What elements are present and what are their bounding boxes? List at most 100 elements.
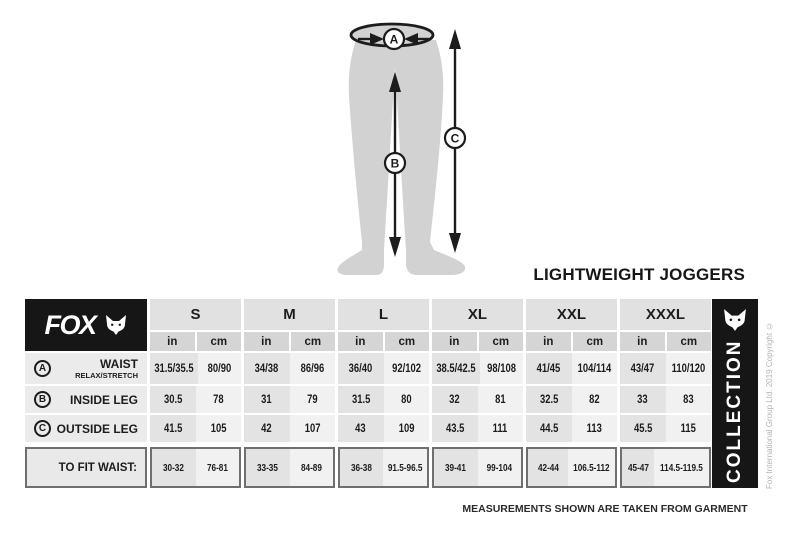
fit-value-cell-cm: 84-89: [289, 449, 333, 486]
value-cell-in: 43: [338, 415, 384, 442]
unit-header-cm: cm: [290, 332, 335, 351]
measurement-rows: A WAIST RELAX/STRETCH 31.5/35.5 80/90 34/38 86…: [25, 353, 711, 442]
value-group: 30.5 78: [150, 386, 241, 413]
value-cell-in: 42: [244, 415, 290, 442]
size-table: FOX S in cm M in cm: [25, 299, 711, 488]
fit-row-label: TO FIT WAIST:: [25, 447, 147, 488]
footnote-text: MEASUREMENTS SHOWN ARE TAKEN FROM GARMEN…: [462, 503, 748, 515]
measurement-row-c: C OUTSIDE LEG 41.5 105 42 107 43 109 43.5 111 44.5…: [25, 415, 711, 442]
size-header: XXXL: [620, 299, 711, 330]
size-column-xxl: XXL in cm: [526, 299, 617, 351]
unit-header-in: in: [432, 332, 477, 351]
size-header: XL: [432, 299, 523, 330]
fit-value-cell-in: 42-44: [528, 449, 569, 486]
value-cell-cm: 107: [289, 415, 335, 442]
size-header-row: FOX S in cm M in cm: [25, 299, 711, 351]
value-cell-in: 32.5: [526, 386, 572, 413]
size-header: L: [338, 299, 429, 330]
row-label-cell: A WAIST RELAX/STRETCH: [25, 353, 147, 384]
unit-header-cm: cm: [384, 332, 429, 351]
value-group: 41/45 104/114: [526, 353, 617, 384]
value-group: 31 79: [244, 386, 335, 413]
value-cell-cm: 105: [195, 415, 241, 442]
value-group: 31.5/35.5 80/90: [150, 353, 241, 384]
value-cell-in: 36/40: [338, 353, 384, 384]
value-cell-cm: 113: [571, 415, 617, 442]
row-label-cell: B INSIDE LEG: [25, 386, 147, 413]
value-group: 34/38 86/96: [244, 353, 335, 384]
marker-badge: C: [34, 420, 51, 437]
row-sublabel-text: RELAX/STRETCH: [75, 370, 138, 380]
value-group: 43.5 111: [432, 415, 523, 442]
value-group: 44.5 113: [526, 415, 617, 442]
fit-value-cell-cm: 91.5-96.5: [382, 449, 427, 486]
value-cell-in: 41.5: [150, 415, 196, 442]
value-group: 42 107: [244, 415, 335, 442]
waist-measure-arrow: [358, 33, 429, 45]
value-cell-cm: 109: [383, 415, 429, 442]
value-cell-in: 43.5: [432, 415, 478, 442]
value-cell-cm: 104/114: [571, 353, 617, 384]
value-cell-in: 41/45: [526, 353, 572, 384]
fit-value-group: 30-32 76-81: [150, 447, 241, 488]
value-cell-in: 33: [620, 386, 666, 413]
value-cell-in: 31: [244, 386, 290, 413]
value-group: 33 83: [620, 386, 711, 413]
fit-value-group: 33-35 84-89: [244, 447, 335, 488]
value-cell-cm: 115: [665, 415, 711, 442]
value-cell-in: 38.5/42.5: [432, 353, 480, 384]
unit-header-cm: cm: [478, 332, 523, 351]
value-cell-cm: 78: [195, 386, 241, 413]
fit-value-cell-in: 33-35: [246, 449, 290, 486]
marker-a-circle: [382, 27, 406, 51]
value-cell-cm: 80: [383, 386, 429, 413]
fit-value-group: 39-41 99-104: [432, 447, 523, 488]
fit-value-group: 36-38 91.5-96.5: [338, 447, 429, 488]
value-group: 43/47 110/120: [620, 353, 711, 384]
size-column-xl: XL in cm: [432, 299, 523, 351]
row-label: WAIST RELAX/STRETCH: [51, 358, 147, 379]
unit-header-cm: cm: [666, 332, 711, 351]
row-label-text: WAIST: [100, 357, 138, 371]
marker-badge: B: [34, 391, 51, 408]
marker-b-label: B: [391, 157, 400, 171]
unit-header-cm: cm: [572, 332, 617, 351]
row-label-text: OUTSIDE LEG: [56, 421, 138, 436]
size-header: S: [150, 299, 241, 330]
value-cell-in: 45.5: [620, 415, 666, 442]
fox-head-icon: [724, 309, 746, 331]
value-cell-cm: 83: [665, 386, 711, 413]
copyright-text: Fox International Group Ltd. 2019 Copyri…: [765, 321, 774, 489]
value-cell-in: 43/47: [620, 353, 666, 384]
fit-value-cell-cm: 114.5-119.5: [654, 449, 709, 486]
unit-header-in: in: [150, 332, 195, 351]
value-group: 36/40 92/102: [338, 353, 429, 384]
size-header: M: [244, 299, 335, 330]
joggers-diagram: A B C: [337, 22, 467, 275]
fox-logo-text: FOX: [44, 309, 97, 340]
value-cell-in: 34/38: [244, 353, 290, 384]
value-cell-cm: 92/102: [383, 353, 429, 384]
collection-bar: COLLECTION: [712, 299, 758, 488]
unit-header-in: in: [244, 332, 289, 351]
marker-badge: A: [34, 360, 51, 377]
value-cell-cm: 81: [477, 386, 523, 413]
value-group: 38.5/42.5 98/108: [432, 353, 523, 384]
value-group: 31.5 80: [338, 386, 429, 413]
unit-header-in: in: [526, 332, 571, 351]
value-cell-cm: 79: [289, 386, 335, 413]
value-cell-cm: 110/120: [665, 353, 711, 384]
page-title: LIGHTWEIGHT JOGGERS: [533, 265, 745, 284]
fox-logo: FOX: [25, 299, 147, 351]
size-column-l: L in cm: [338, 299, 429, 351]
value-group: 45.5 115: [620, 415, 711, 442]
value-cell-in: 32: [432, 386, 478, 413]
value-group: 41.5 105: [150, 415, 241, 442]
size-header: XXL: [526, 299, 617, 330]
marker-a-label: A: [390, 33, 399, 47]
fit-value-cell-in: 39-41: [434, 449, 478, 486]
size-column-m: M in cm: [244, 299, 335, 351]
value-group: 32 81: [432, 386, 523, 413]
measurement-row-a: A WAIST RELAX/STRETCH 31.5/35.5 80/90 34/38 86…: [25, 353, 711, 384]
